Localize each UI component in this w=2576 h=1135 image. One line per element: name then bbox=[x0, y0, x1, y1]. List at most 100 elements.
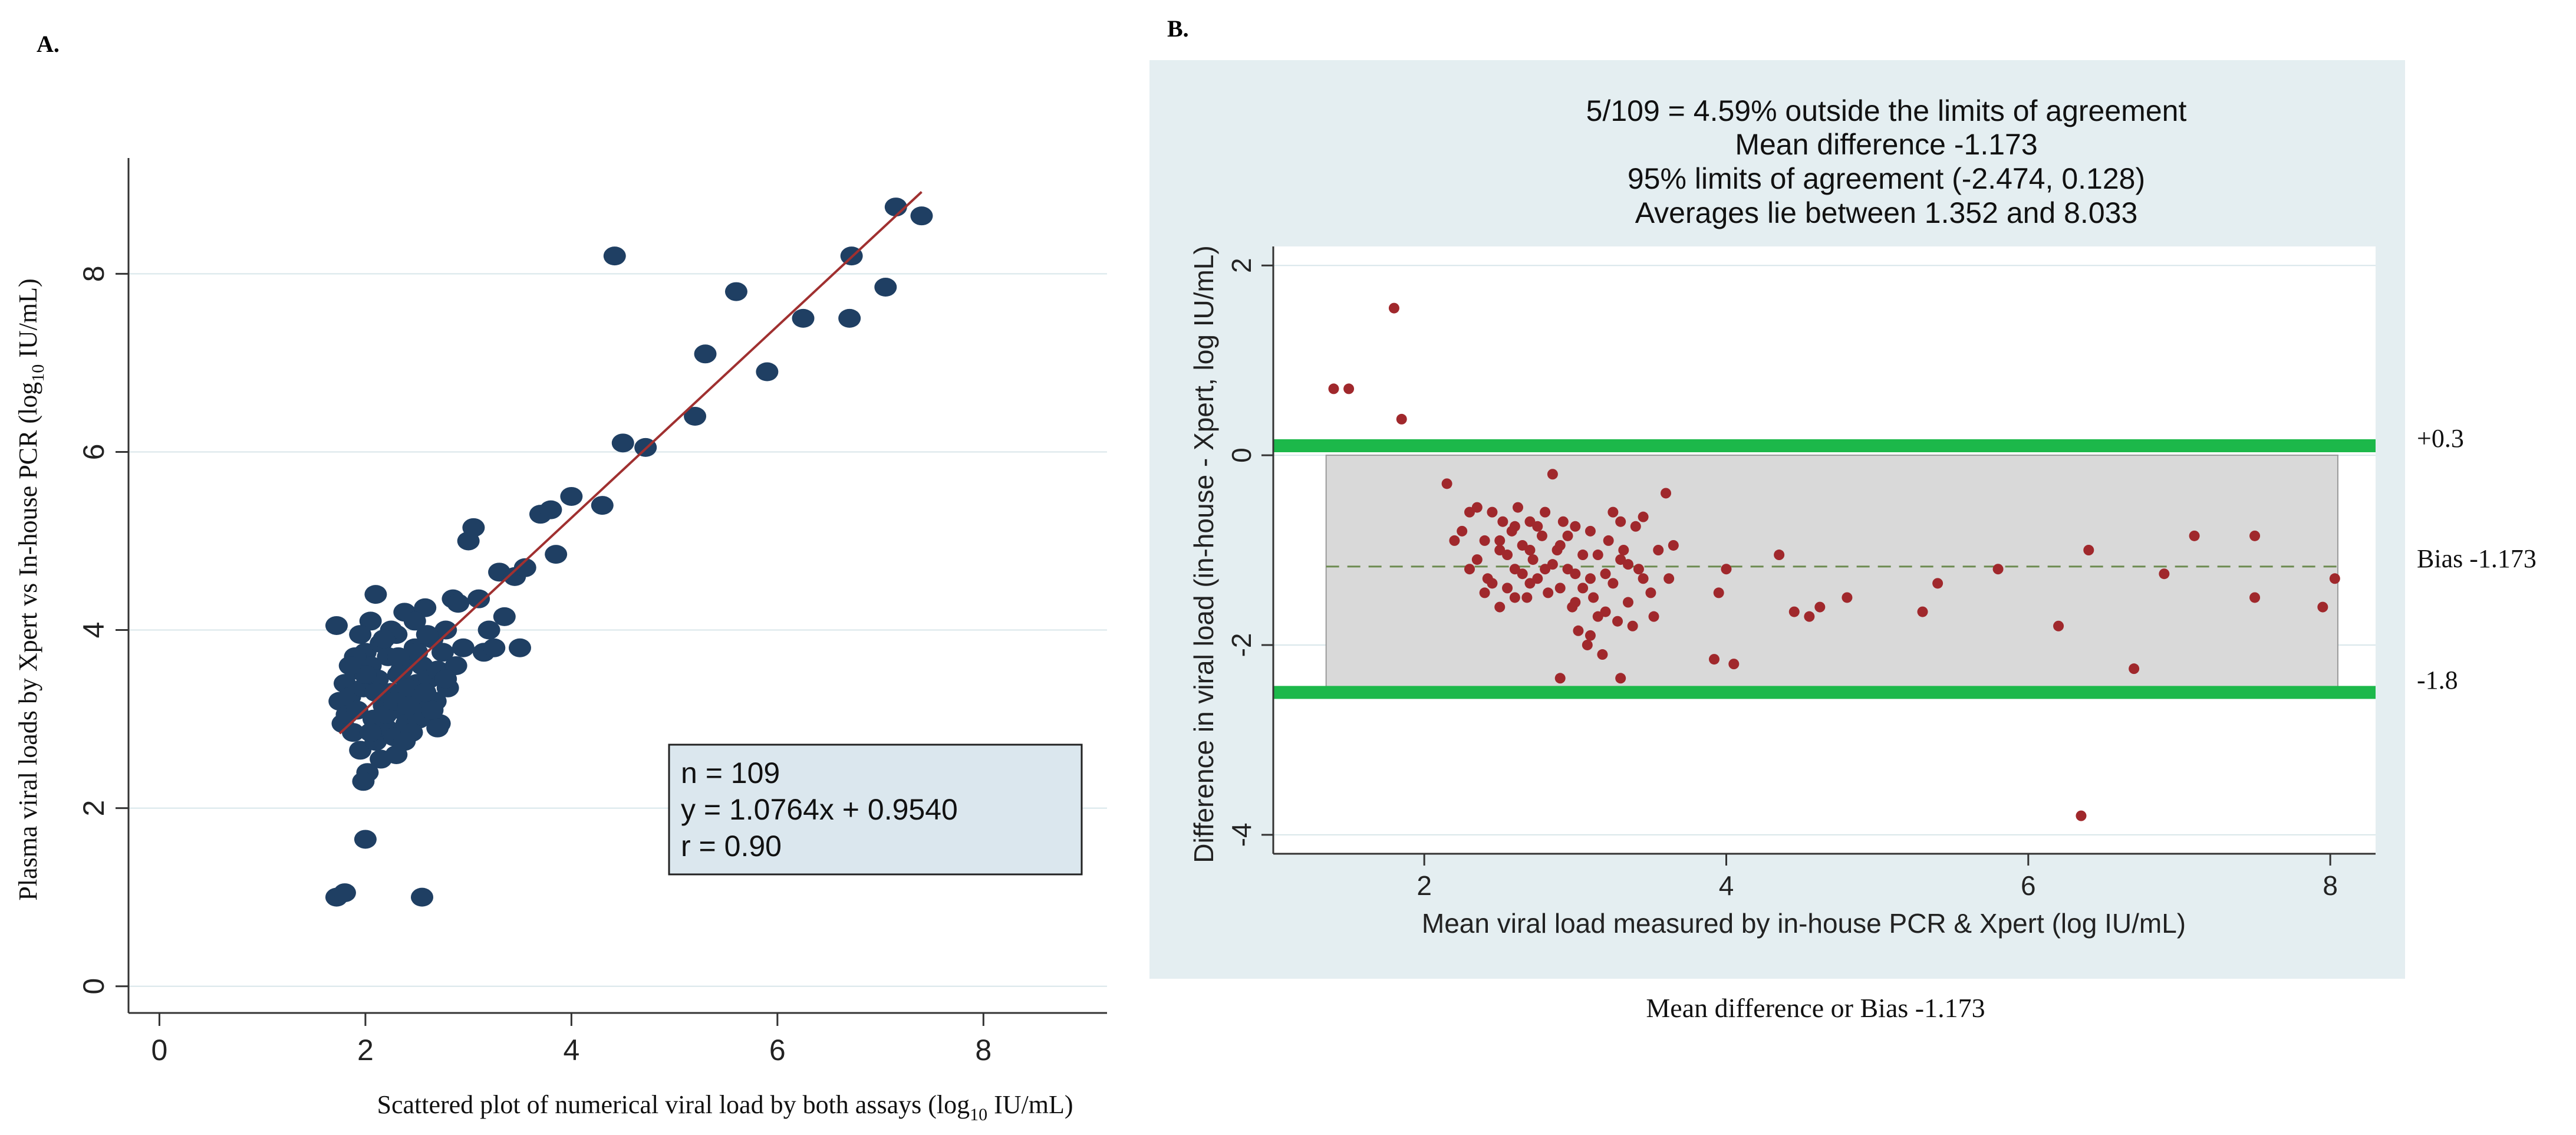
panel-b-point bbox=[1728, 659, 1740, 670]
panel-b-point bbox=[1607, 578, 1619, 589]
panel-b-point bbox=[1661, 488, 1672, 499]
panel-b-point bbox=[1713, 587, 1724, 598]
panel-a-point bbox=[414, 683, 437, 702]
panel-b-point bbox=[1554, 539, 1566, 551]
panel-a: A. 0 2 4 6 8 0 2 4 6 8 n = 109 y = 1.0764x + 0.9… bbox=[14, 31, 1107, 1124]
panel-a-point bbox=[338, 656, 361, 675]
panel-b-point bbox=[1554, 673, 1566, 684]
panel-b-point bbox=[1600, 606, 1611, 617]
panel-b-point bbox=[1343, 383, 1355, 394]
panel-a-point bbox=[910, 206, 933, 226]
panel-a-point bbox=[539, 500, 562, 519]
panel-a-point bbox=[493, 607, 516, 626]
panel-a-point bbox=[434, 669, 457, 689]
panel-b-point bbox=[1494, 545, 1506, 555]
panel-a-point bbox=[545, 545, 568, 564]
panel-b-point bbox=[1497, 516, 1508, 527]
panel-b-point bbox=[1638, 573, 1649, 584]
panel-b-point bbox=[1471, 554, 1483, 565]
limits-band bbox=[1325, 455, 2338, 691]
panel-b-point bbox=[1502, 583, 1513, 594]
panel-b-point bbox=[1521, 592, 1533, 603]
panel-b-point bbox=[1494, 535, 1506, 546]
panel-a-point bbox=[421, 700, 444, 720]
panel-a-point bbox=[325, 616, 348, 635]
panel-b-point bbox=[1536, 530, 1547, 541]
panel-a-point bbox=[416, 625, 439, 644]
panel-a-stats-box bbox=[668, 743, 1083, 876]
panel-b-point bbox=[1653, 545, 1664, 555]
panel-b-point bbox=[1663, 573, 1675, 584]
panel-b-point bbox=[1917, 606, 1928, 617]
panel-a-point bbox=[411, 887, 433, 907]
panel-a-point bbox=[359, 723, 382, 742]
panel-a-point bbox=[560, 486, 583, 506]
panel-b-point bbox=[1721, 564, 1732, 575]
panel-b-x-ticks: 2 4 6 8 bbox=[1417, 854, 2338, 901]
panel-b-points bbox=[1328, 302, 2340, 821]
panel-b-header-line-1: 5/109 = 4.59% outside the limits of agre… bbox=[1586, 94, 2187, 127]
panel-a-point bbox=[724, 282, 747, 301]
panel-b-point bbox=[1774, 550, 1785, 561]
panel-b-point bbox=[1648, 611, 1659, 622]
stats-n: n = 109 bbox=[681, 756, 780, 789]
panel-b-x-tick-label: 8 bbox=[2323, 870, 2338, 901]
panel-b-point bbox=[1577, 583, 1589, 594]
panel-b-y-tick-label: -4 bbox=[1226, 823, 1257, 847]
panel-a-point bbox=[447, 594, 470, 613]
panel-b-point bbox=[1557, 516, 1569, 527]
panel-b-point bbox=[1328, 383, 1339, 394]
panel-b-x-tick-label: 6 bbox=[2021, 870, 2036, 901]
panel-b-point bbox=[1618, 545, 1629, 555]
panel-b-point bbox=[1612, 616, 1623, 627]
panel-b-point bbox=[1627, 620, 1638, 631]
panel-a-point bbox=[444, 656, 467, 675]
panel-a-x-tick-label: 0 bbox=[151, 1034, 168, 1067]
panel-b-point bbox=[1457, 525, 1468, 537]
panel-b-point bbox=[1585, 525, 1596, 537]
panel-b-point bbox=[1585, 630, 1596, 641]
panel-a-y-axis-title: Plasma viral loads by Xpert vs In-house … bbox=[14, 278, 48, 900]
panel-b-point bbox=[1668, 539, 1679, 551]
panel-a-y-ticks: 0 2 4 6 8 bbox=[77, 265, 129, 995]
panel-b-point bbox=[1788, 606, 1800, 617]
panel-b-point bbox=[1588, 592, 1599, 603]
panel-b-y-axis-title: Difference in viral load (in-house - Xpe… bbox=[1188, 245, 1219, 863]
panel-b-point bbox=[1597, 649, 1608, 660]
panel-b-point bbox=[1570, 521, 1581, 532]
panel-b-point bbox=[2159, 568, 2170, 580]
panel-b-point bbox=[1487, 506, 1498, 518]
panel-a-point bbox=[874, 278, 897, 297]
panel-b-point bbox=[1582, 639, 1593, 650]
panel-b-point bbox=[1532, 573, 1543, 584]
panel-a-point bbox=[838, 308, 861, 328]
panel-b-point bbox=[1509, 592, 1520, 603]
panel-a-point bbox=[792, 308, 815, 328]
panel-a-point bbox=[591, 496, 614, 515]
panel-b-point bbox=[1524, 516, 1536, 527]
panel-b-point bbox=[1517, 568, 1528, 580]
panel-a-points bbox=[325, 198, 933, 907]
lower-limit-label: -1.8 bbox=[2417, 666, 2458, 695]
panel-b-point bbox=[1992, 564, 2004, 575]
panel-b-point bbox=[1554, 583, 1566, 594]
panel-a-point bbox=[509, 638, 531, 657]
panel-b-point bbox=[2249, 530, 2261, 541]
panel-b-point bbox=[1630, 521, 1641, 532]
panel-b-point bbox=[1615, 516, 1626, 527]
upper-limit-label: +0.3 bbox=[2417, 424, 2464, 453]
panel-a-point bbox=[395, 678, 418, 698]
panel-a-point bbox=[477, 620, 500, 640]
panel-b-x-axis-title: Mean viral load measured by in-house PCR… bbox=[1422, 908, 2186, 939]
panel-b-point bbox=[1524, 578, 1536, 589]
panel-a-plot-area bbox=[129, 158, 1107, 1013]
panel-a-point bbox=[387, 647, 410, 666]
panel-b-label: B. bbox=[1167, 15, 1189, 42]
panel-b-point bbox=[1512, 502, 1523, 513]
panel-a-point bbox=[513, 558, 536, 577]
panel-a-point bbox=[756, 362, 779, 381]
panel-b: B. 5/109 = 4.59% outside the limits of a… bbox=[1149, 15, 2537, 1023]
panel-a-point bbox=[345, 700, 368, 720]
panel-b-point bbox=[1709, 654, 1719, 665]
panel-b-point bbox=[1524, 545, 1536, 555]
